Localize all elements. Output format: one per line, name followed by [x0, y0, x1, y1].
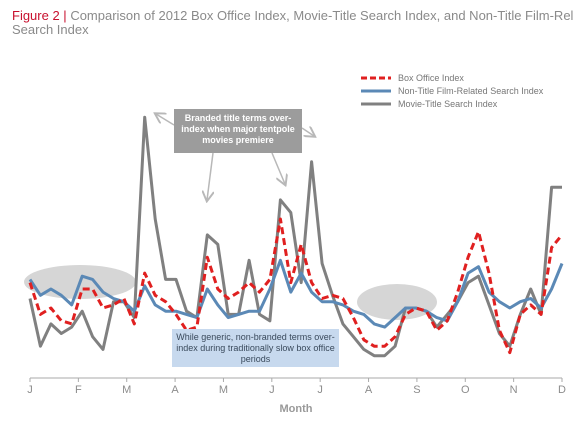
x-tick-label: J [27, 384, 33, 396]
series-line-box-office-index [28, 217, 564, 355]
x-tick-label: M [122, 384, 131, 396]
callout-generic-terms: While generic, non-branded terms over-in… [172, 329, 339, 367]
arrow-to-june-peak [271, 152, 285, 184]
x-tick-label: O [461, 384, 470, 396]
x-tick-label: F [75, 384, 82, 396]
x-axis-title: Month [280, 403, 313, 415]
x-tick-label: N [510, 384, 518, 396]
plot-area [28, 115, 564, 358]
x-tick-label: D [558, 384, 566, 396]
x-tick-label: J [269, 384, 275, 396]
title-line-1: Comparison of 2012 Box Office Index, Mov… [70, 8, 573, 23]
x-tick-label: J [317, 384, 323, 396]
callout-branded-terms: Branded title terms over-index when majo… [174, 109, 302, 153]
x-tick-label: S [413, 384, 420, 396]
callout-arrows [156, 114, 314, 200]
x-tick-label: A [365, 384, 373, 396]
figure-label: Figure 2 | [12, 8, 67, 23]
highlight-ellipse-sep [357, 284, 437, 320]
title-line-2: Search Index [12, 22, 89, 37]
legend: Box Office Index Non-Title Film-Related S… [361, 73, 544, 109]
arrow-to-may-peak [207, 152, 213, 200]
legend-label: Non-Title Film-Related Search Index [398, 86, 544, 96]
legend-label: Movie-Title Search Index [398, 99, 498, 109]
x-tick-label: A [171, 384, 179, 396]
x-tick-label: M [219, 384, 228, 396]
arrow-to-april-peak [156, 114, 175, 126]
arrow-to-july-peak [301, 128, 314, 136]
legend-label: Box Office Index [398, 73, 464, 83]
chart-title: Figure 2 | Comparison of 2012 Box Office… [12, 8, 573, 23]
highlight-regions [24, 265, 437, 320]
